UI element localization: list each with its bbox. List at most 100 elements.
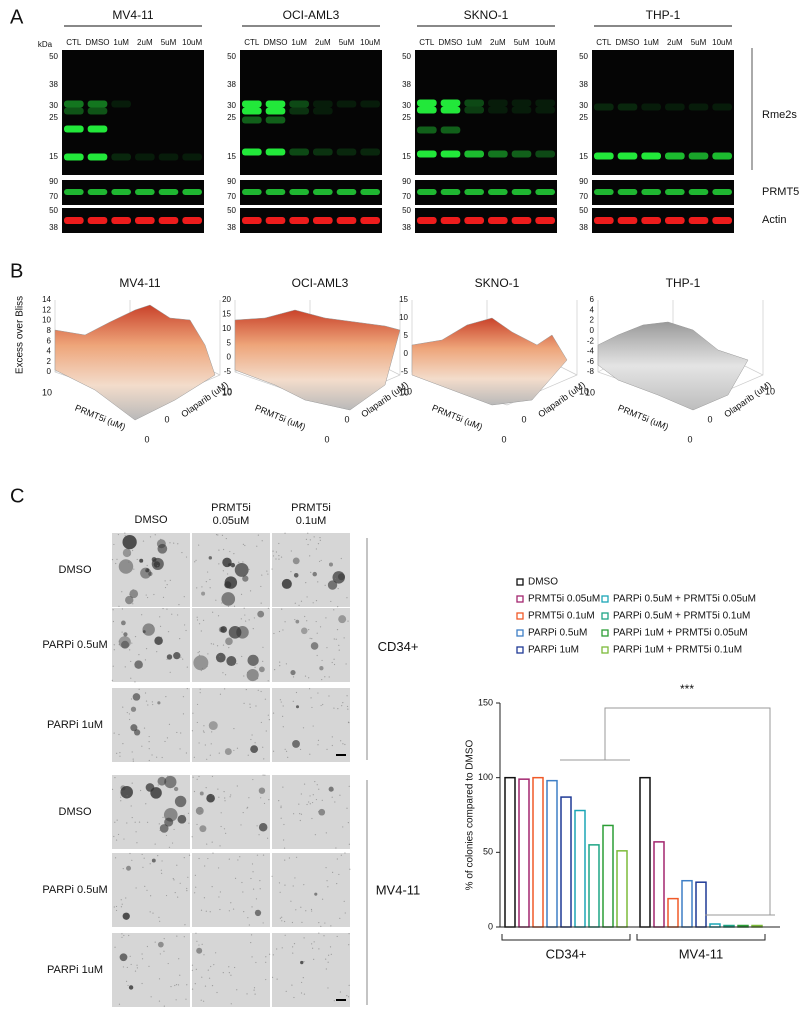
speck xyxy=(321,678,323,681)
speck xyxy=(225,832,227,834)
legend-label: PARPi 1uM xyxy=(528,645,579,656)
marker-label: 90 xyxy=(49,177,58,186)
band-label: Rme2s xyxy=(762,109,797,121)
speck xyxy=(162,816,164,818)
speck xyxy=(309,688,311,690)
speck xyxy=(233,553,235,555)
band xyxy=(265,189,286,195)
speck xyxy=(196,616,198,618)
bar xyxy=(532,776,544,928)
speck xyxy=(241,655,243,658)
speck xyxy=(170,985,172,988)
speck xyxy=(252,871,254,873)
micrograph xyxy=(272,933,350,1007)
colony xyxy=(312,571,317,577)
sig-bracket xyxy=(560,707,775,916)
speck xyxy=(285,663,288,665)
x-tick-label: 10 xyxy=(585,387,595,397)
z-tick-label: 15 xyxy=(222,310,231,319)
speck xyxy=(120,794,122,796)
speck xyxy=(112,665,114,667)
speck xyxy=(179,805,181,808)
speck xyxy=(144,885,146,887)
band xyxy=(135,153,155,161)
speck xyxy=(149,863,151,865)
colony xyxy=(208,556,212,560)
speck xyxy=(200,630,202,632)
speck xyxy=(250,877,252,880)
speck xyxy=(196,721,198,724)
marker-label: 38 xyxy=(227,223,236,232)
marker-label: 50 xyxy=(402,52,411,61)
speck xyxy=(285,750,288,752)
marker-label: 70 xyxy=(227,192,236,201)
colony xyxy=(258,823,268,832)
speck xyxy=(224,797,226,799)
colony xyxy=(250,745,259,754)
speck xyxy=(258,834,260,836)
speck xyxy=(185,629,187,632)
colony xyxy=(122,548,132,558)
speck xyxy=(243,675,245,677)
speck xyxy=(118,605,120,607)
lane-label: 5uM xyxy=(339,38,355,47)
band xyxy=(535,99,555,107)
speck xyxy=(124,666,126,668)
lane-label: 1uM xyxy=(291,38,307,47)
speck xyxy=(179,638,181,640)
micrograph xyxy=(192,608,270,682)
colony xyxy=(157,941,164,948)
band xyxy=(417,126,437,134)
speck xyxy=(133,568,135,570)
marker-label: 15 xyxy=(402,152,411,161)
band xyxy=(641,152,661,160)
speck xyxy=(244,614,246,616)
blot-main xyxy=(592,50,734,175)
colony xyxy=(290,670,296,676)
speck xyxy=(111,788,114,790)
bar xyxy=(639,776,651,928)
band xyxy=(617,217,638,224)
speck xyxy=(203,954,205,956)
speck xyxy=(198,623,201,625)
speck xyxy=(210,965,212,968)
z-tick-label: -5 xyxy=(224,367,232,376)
speck xyxy=(282,786,284,788)
colony xyxy=(151,858,156,863)
x-axis-label: PRMT5i (uM) xyxy=(254,403,307,432)
speck xyxy=(217,867,220,869)
speck xyxy=(236,785,238,787)
speck xyxy=(176,614,179,616)
speck xyxy=(255,898,258,900)
colony xyxy=(164,775,177,789)
speck xyxy=(253,989,255,991)
speck xyxy=(348,933,350,935)
speck xyxy=(268,799,270,801)
speck xyxy=(196,619,199,621)
band xyxy=(464,99,484,107)
colony xyxy=(224,576,238,589)
speck xyxy=(237,859,239,861)
speck xyxy=(129,718,131,721)
speck xyxy=(199,692,201,694)
marker-label: 70 xyxy=(579,192,588,201)
speck xyxy=(209,578,211,581)
speck xyxy=(281,920,283,922)
marker-label: 90 xyxy=(579,177,588,186)
speck xyxy=(278,800,280,802)
speck xyxy=(183,814,185,816)
speck xyxy=(198,651,200,653)
speck xyxy=(113,732,115,734)
speck xyxy=(299,748,302,751)
speck xyxy=(325,968,327,970)
speck xyxy=(309,539,311,541)
speck xyxy=(113,835,115,838)
speck xyxy=(145,700,148,702)
speck xyxy=(230,902,232,904)
speck xyxy=(311,638,313,640)
speck xyxy=(314,780,316,783)
band xyxy=(182,217,202,224)
z-tick-label: 20 xyxy=(222,295,231,304)
speck xyxy=(122,867,124,870)
speck xyxy=(216,645,219,647)
